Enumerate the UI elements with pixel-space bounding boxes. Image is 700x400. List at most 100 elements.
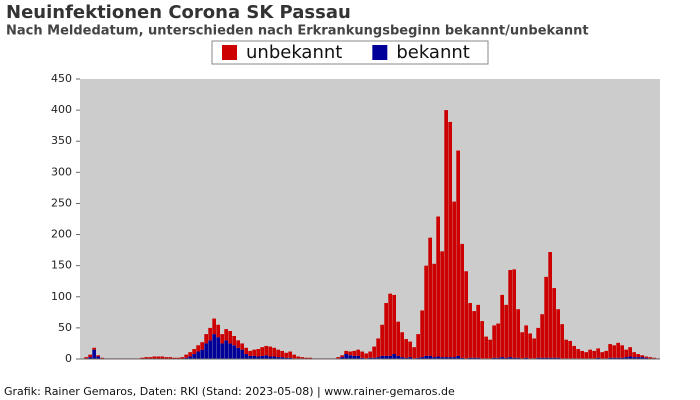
bar-segment — [248, 350, 252, 356]
bar-segment — [304, 357, 308, 359]
bar-segment — [284, 357, 288, 359]
bar-segment — [592, 350, 596, 359]
bar-segment — [480, 321, 484, 359]
y-tick-label: 250 — [51, 196, 72, 209]
bar-segment — [456, 150, 460, 356]
y-tick-label: 0 — [65, 352, 72, 365]
bar-segment — [384, 355, 388, 359]
bar-segment — [624, 349, 628, 358]
bar-segment — [456, 355, 460, 359]
bar-segment — [204, 343, 208, 359]
bar-segment — [448, 121, 452, 358]
bar-segment — [260, 347, 264, 356]
bar-segment — [504, 357, 508, 359]
bar-segment — [364, 353, 368, 359]
bar-segment — [440, 357, 444, 359]
bar-segment — [648, 357, 652, 359]
bar-segment — [172, 357, 176, 359]
bar-segment — [300, 357, 304, 359]
bar-segment — [352, 355, 356, 359]
bar-segment — [384, 303, 388, 356]
bar-segment — [228, 331, 232, 344]
bar-segment — [636, 354, 640, 358]
bar-segment — [492, 325, 496, 358]
bar-segment — [164, 357, 168, 359]
bar-segment — [176, 357, 180, 359]
bar-segment — [500, 357, 504, 359]
bar-segment — [496, 323, 500, 358]
bar-segment — [516, 309, 520, 358]
bar-segment — [616, 342, 620, 358]
bar-segment — [636, 357, 640, 359]
bar-segment — [568, 340, 572, 359]
bar-segment — [224, 340, 228, 359]
bar-segment — [552, 288, 556, 358]
bar-segment — [472, 311, 476, 358]
bar-segment — [200, 349, 204, 359]
bar-segment — [436, 356, 440, 359]
bar-segment — [584, 352, 588, 359]
bar-segment — [536, 357, 540, 359]
y-tick-label: 100 — [51, 290, 72, 303]
bar-segment — [184, 354, 188, 358]
bar-segment — [428, 237, 432, 356]
bar-segment — [420, 357, 424, 359]
bar-segment — [596, 348, 600, 358]
bar-segment — [512, 269, 516, 358]
y-tick-label: 450 — [51, 72, 72, 85]
chart-title: Neuinfektionen Corona SK Passau — [6, 2, 351, 23]
bar-segment — [540, 357, 544, 359]
bar-segment — [100, 357, 104, 359]
y-tick-label: 400 — [51, 103, 72, 116]
bar-segment — [144, 357, 148, 359]
bar-segment — [528, 333, 532, 359]
plot — [80, 79, 660, 359]
bar-segment — [148, 357, 152, 359]
bar-segment — [628, 347, 632, 357]
bar-segment — [420, 310, 424, 358]
bar-segment — [308, 357, 312, 359]
bar-segment — [460, 243, 464, 358]
bar-segment — [188, 352, 192, 357]
bar-segment — [252, 355, 256, 359]
bar-segment — [268, 346, 272, 357]
bar-segment — [348, 355, 352, 359]
bar-segment — [348, 351, 352, 356]
bar-segment — [616, 357, 620, 359]
bar-segment — [380, 324, 384, 356]
bar-segment — [160, 356, 164, 359]
y-tick-label: 150 — [51, 259, 72, 272]
bar-segment — [248, 355, 252, 359]
bar-segment — [344, 350, 348, 355]
bar-segment — [588, 349, 592, 359]
bar-segment — [212, 334, 216, 359]
bar-segment — [208, 340, 212, 359]
bar-segment — [468, 357, 472, 359]
bar-segment — [360, 351, 364, 358]
bar-segment — [548, 251, 552, 358]
bar-segment — [272, 356, 276, 359]
chart-subtitle: Nach Meldedatum, unterschieden nach Erkr… — [6, 24, 589, 39]
bar-segment — [236, 340, 240, 348]
bar-segment — [424, 355, 428, 359]
bar-segment — [260, 355, 264, 359]
bar-segment — [380, 355, 384, 359]
bar-segment — [444, 110, 448, 358]
bar-segment — [264, 355, 268, 359]
bar-segment — [408, 357, 412, 359]
bar-segment — [516, 357, 520, 359]
bar-segment — [96, 356, 100, 359]
bar-segment — [492, 357, 496, 359]
bar-segment — [240, 349, 244, 359]
bar-segment — [288, 357, 292, 359]
bar-segment — [284, 352, 288, 358]
bar-segment — [508, 270, 512, 358]
bar-segment — [452, 201, 456, 358]
bar-segment — [400, 332, 404, 358]
bar-segment — [520, 332, 524, 359]
bar-segment — [404, 357, 408, 359]
bar-segment — [288, 351, 292, 358]
bar-segment — [192, 354, 196, 359]
bar-segment — [600, 352, 604, 359]
bar-segment — [168, 357, 172, 359]
